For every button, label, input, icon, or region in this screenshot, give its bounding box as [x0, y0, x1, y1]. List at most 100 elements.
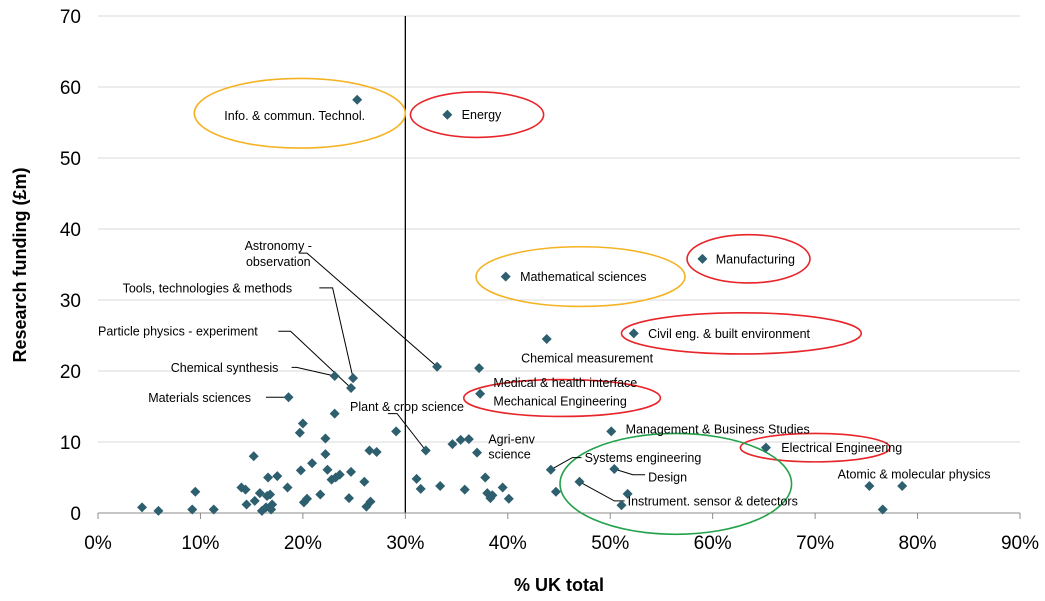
data-point: [315, 489, 326, 500]
leader-line: [298, 252, 438, 368]
data-point: [346, 383, 357, 394]
data-point: [487, 490, 498, 501]
point-label: Astronomy -: [245, 239, 312, 253]
data-point: [137, 502, 148, 513]
gridlines: [98, 15, 1020, 443]
data-point: [609, 463, 620, 474]
y-tick-label: 0: [70, 504, 81, 525]
data-point: [307, 458, 318, 469]
data-point: [420, 445, 431, 456]
data-point: [240, 484, 251, 495]
data-point: [628, 328, 639, 339]
y-tick-label: 10: [60, 433, 81, 454]
highlight-ellipse: [475, 245, 686, 308]
data-point: [153, 505, 164, 516]
data-point: [447, 439, 458, 450]
point-label: Mechanical Engineering: [493, 394, 626, 408]
data-point: [190, 486, 201, 497]
data-point: [352, 94, 363, 105]
highlight-ellipse: [409, 91, 545, 139]
data-point: [320, 433, 331, 444]
data-point: [622, 488, 633, 499]
point-label: Agri-env: [488, 433, 535, 447]
data-point: [334, 469, 345, 480]
data-point: [616, 500, 627, 511]
point-label: Systems engineering: [585, 451, 702, 465]
data-point: [267, 499, 278, 510]
data-point: [760, 442, 771, 453]
data-point: [364, 445, 375, 456]
data-point: [348, 373, 359, 384]
point-label: Instrument. sensor & detectors: [628, 494, 798, 508]
y-axis-title: Research funding (£m): [10, 167, 30, 362]
data-point: [295, 465, 306, 476]
highlight-ellipse: [739, 432, 891, 463]
data-point: [208, 504, 219, 515]
data-point: [455, 434, 466, 445]
leader-line: [291, 366, 335, 377]
x-tick-label: 90%: [1001, 533, 1039, 554]
leader-line: [278, 330, 352, 389]
data-point: [263, 472, 274, 483]
data-point: [415, 483, 426, 494]
data-point: [497, 482, 508, 493]
leader-line: [319, 287, 354, 379]
data-point: [606, 426, 617, 437]
y-tick-label: 60: [60, 78, 81, 99]
data-point: [248, 451, 259, 462]
data-point: [442, 109, 453, 120]
point-label: Particle physics - experiment: [98, 325, 258, 339]
point-label: Materials sciences: [148, 391, 251, 405]
point-label: Civil eng. & built environment: [648, 327, 810, 341]
point-label: Manufacturing: [716, 252, 795, 266]
x-tick-label: 60%: [694, 533, 732, 554]
highlight-ellipse: [620, 311, 863, 355]
data-point: [475, 388, 486, 399]
data-point: [359, 476, 370, 487]
x-tick-label: 80%: [899, 533, 937, 554]
data-point: [574, 476, 585, 487]
data-point: [283, 392, 294, 403]
point-label: Chemical synthesis: [171, 361, 279, 375]
data-point: [371, 446, 382, 457]
data-point: [320, 449, 331, 460]
data-point: [365, 496, 376, 507]
highlight-ellipse: [559, 432, 793, 536]
point-label: Tools, technologies & methods: [123, 281, 293, 295]
x-tick-label: 30%: [386, 533, 424, 554]
tick-labels: 0 10 20 30 40 50 60 70 0% 10% 20% 30% 40% 50% 60% 70% 80…: [60, 7, 1039, 554]
data-point: [877, 504, 888, 515]
data-point: [463, 434, 474, 445]
data-points: [137, 94, 908, 516]
data-point: [472, 447, 483, 458]
data-point: [265, 489, 276, 500]
axes: [97, 512, 1021, 519]
point-label: Atomic & molecular physics: [838, 467, 991, 481]
data-point: [343, 493, 354, 504]
data-point: [282, 482, 293, 493]
data-point: [545, 464, 556, 475]
point-label: Medical & health interface: [493, 376, 637, 390]
data-point: [432, 361, 443, 372]
data-point: [697, 253, 708, 264]
point-label: Mathematical sciences: [520, 270, 646, 284]
leader-line: [614, 468, 646, 476]
leader-line: [550, 457, 582, 471]
data-point: [480, 472, 491, 483]
data-point: [322, 464, 333, 475]
data-point: [391, 426, 402, 437]
data-point: [500, 271, 511, 282]
point-label: Management & Business Studies: [626, 423, 810, 437]
x-tick-label: 10%: [181, 533, 219, 554]
x-tick-label: 70%: [796, 533, 834, 554]
leader-line: [387, 413, 427, 451]
x-axis-title: % UK total: [514, 575, 604, 595]
highlight-ellipses: [193, 77, 891, 536]
point-labels: Info. & commun. Technol. Energy Manufactur…: [98, 108, 990, 508]
highlight-ellipse: [686, 233, 811, 284]
data-point: [294, 427, 305, 438]
y-tick-label: 20: [60, 362, 81, 383]
y-tick-label: 50: [60, 149, 81, 170]
data-point: [459, 484, 470, 495]
